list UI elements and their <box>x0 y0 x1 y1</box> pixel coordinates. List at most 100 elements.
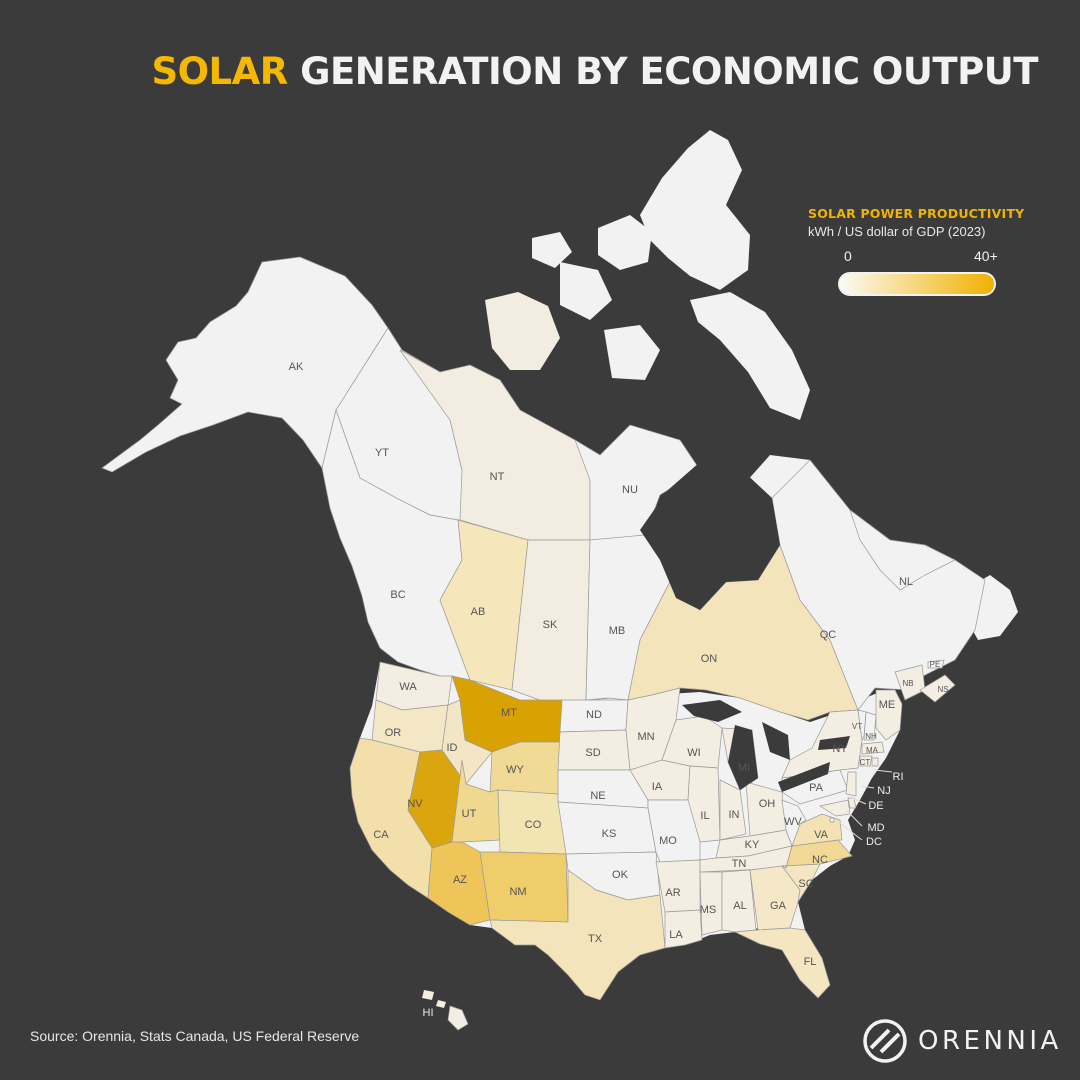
region-label-mi: MI <box>738 762 750 774</box>
region-label-nv: NV <box>407 798 423 810</box>
region-label-ca: CA <box>373 829 389 841</box>
region-label-wy: WY <box>506 764 524 776</box>
region-label-mn: MN <box>637 731 654 743</box>
regions-layer <box>101 256 986 1031</box>
region-label-sk: SK <box>543 619 558 631</box>
region-label-ar: AR <box>665 887 680 899</box>
region-label-sd: SD <box>585 747 600 759</box>
region-label-mb: MB <box>609 625 626 637</box>
region-label-nh: NH <box>865 732 877 741</box>
region-label-pe: PE <box>930 660 941 669</box>
title-highlight: SOLAR <box>151 50 288 93</box>
region-label-id: ID <box>447 742 458 754</box>
brand: ORENNIA <box>862 1018 1062 1064</box>
region-label-nt: NT <box>490 471 505 483</box>
chart-title: SOLAR GENERATION BY ECONOMIC OUTPUT <box>151 50 1038 93</box>
region-label-va: VA <box>814 829 829 841</box>
region-label-nm: NM <box>509 886 526 898</box>
region-label-qc: QC <box>820 629 837 641</box>
region-label-ri: RI <box>893 771 904 783</box>
region-label-sc: SC <box>798 878 813 890</box>
region-bc <box>321 408 471 681</box>
region-label-ns: NS <box>937 685 948 694</box>
region-label-nd: ND <box>586 709 602 721</box>
region-tx <box>489 869 666 1001</box>
region-nm <box>479 851 569 923</box>
region-label-ms: MS <box>700 904 717 916</box>
region-label-il: IL <box>700 810 709 822</box>
region-il <box>687 765 721 843</box>
region-label-mo: MO <box>659 835 677 847</box>
region-label-hi: HI <box>423 1007 434 1019</box>
region-la <box>664 909 703 949</box>
brand-name: ORENNIA <box>918 1026 1062 1056</box>
region-label-or: OR <box>385 727 402 739</box>
region-label-nb: NB <box>902 679 913 688</box>
region-qc <box>771 459 986 711</box>
leader-lines <box>835 769 893 841</box>
region-label-wa: WA <box>399 681 417 693</box>
region-label-nu: NU <box>622 484 638 496</box>
orennia-logo-icon <box>863 1019 907 1063</box>
region-wy <box>489 741 563 795</box>
region-label-az: AZ <box>453 874 467 886</box>
region-label-de: DE <box>868 800 883 812</box>
region-label-dc: DC <box>866 836 882 848</box>
region-label-ks: KS <box>602 828 617 840</box>
lake-michigan <box>728 725 758 790</box>
region-label-ab: AB <box>471 606 486 618</box>
legend-min-label: 0 <box>844 248 852 264</box>
region-label-wv: WV <box>784 816 802 828</box>
region-label-ia: IA <box>652 781 663 793</box>
hudson-bay <box>640 462 780 610</box>
region-fl <box>733 927 831 999</box>
region-label-ga: GA <box>770 900 787 912</box>
region-label-pa: PA <box>809 782 824 794</box>
lake-superior <box>682 700 742 722</box>
region-nu <box>574 424 701 541</box>
lake-erie <box>778 762 830 792</box>
region-label-tx: TX <box>588 933 603 945</box>
source-note: Source: Orennia, Stats Canada, US Federa… <box>30 1028 360 1044</box>
region-label-nj: NJ <box>877 785 890 797</box>
region-label-co: CO <box>525 819 542 831</box>
legend-max-label: 40+ <box>974 248 998 264</box>
lake-ontario <box>818 736 850 750</box>
region-ut <box>451 759 501 843</box>
color-legend: SOLAR POWER PRODUCTIVITY kWh / US dollar… <box>808 206 1030 296</box>
region-ns <box>919 674 956 703</box>
region-label-ma: MA <box>866 746 879 755</box>
region-label-in: IN <box>729 809 740 821</box>
region-me <box>875 689 903 741</box>
region-label-yt: YT <box>375 447 389 459</box>
region-label-ky: KY <box>745 839 760 851</box>
region-ma <box>861 741 885 755</box>
legend-gradient-bar <box>838 272 996 296</box>
region-label-me: ME <box>879 699 896 711</box>
region-nl <box>849 509 956 591</box>
region-wv <box>781 799 807 848</box>
lake-huron <box>762 722 790 760</box>
region-ri <box>871 757 879 767</box>
region-label-ny: NY <box>832 743 848 755</box>
region-label-ok: OK <box>612 869 629 881</box>
legend-title: SOLAR POWER PRODUCTIVITY <box>808 206 1025 221</box>
region-nh <box>863 711 877 741</box>
region-label-bc: BC <box>390 589 405 601</box>
region-label-ak: AK <box>289 361 304 373</box>
region-label-oh: OH <box>759 798 776 810</box>
legend-subtitle: kWh / US dollar of GDP (2023) <box>808 224 986 239</box>
region-label-mt: MT <box>501 707 517 719</box>
region-labels: AK YT NT NU BC AB SK MB ON QC NL NB NS PE WA OR CA NV ID MT… <box>289 361 949 1019</box>
region-label-al: AL <box>733 900 746 912</box>
region-dc <box>829 817 835 823</box>
region-label-wi: WI <box>687 747 700 759</box>
region-label-ct: CT <box>860 758 871 767</box>
region-hi <box>447 1005 469 1031</box>
region-label-nl: NL <box>899 576 913 588</box>
title-rest: GENERATION BY ECONOMIC OUTPUT <box>300 50 1038 93</box>
region-label-vt: VT <box>852 722 862 731</box>
region-label-nc: NC <box>812 854 828 866</box>
